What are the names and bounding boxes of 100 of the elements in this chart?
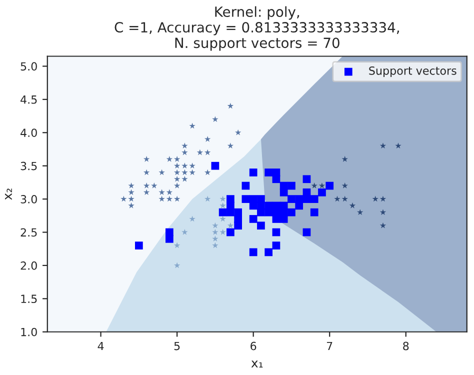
- point: [342, 196, 348, 202]
- point: [220, 228, 226, 235]
- point: [380, 142, 386, 149]
- point: [257, 208, 265, 216]
- point: [143, 189, 150, 196]
- point: [227, 102, 234, 109]
- legend-label: Support vectors: [369, 66, 456, 78]
- point: [342, 156, 348, 162]
- point: [212, 242, 218, 248]
- point: [166, 196, 173, 202]
- point: [280, 188, 288, 196]
- y-tick-label: 5.0: [20, 62, 37, 71]
- point: [182, 228, 188, 235]
- point: [143, 169, 150, 176]
- point: [227, 142, 234, 149]
- point: [211, 162, 220, 170]
- point: [182, 176, 188, 182]
- x-axis-title: x₁: [251, 360, 263, 368]
- point: [226, 208, 234, 216]
- point: [218, 208, 227, 216]
- point: [174, 242, 180, 248]
- point: [380, 209, 386, 215]
- point: [204, 196, 211, 202]
- y-tick-label: 2.5: [20, 228, 37, 237]
- point: [212, 222, 218, 228]
- point: [310, 195, 318, 203]
- point: [120, 196, 127, 202]
- point: [174, 169, 180, 176]
- point: [143, 156, 150, 162]
- point: [242, 195, 250, 203]
- point: [288, 182, 296, 190]
- point: [128, 189, 134, 196]
- x-tick-label: 8: [403, 342, 409, 350]
- point: [189, 122, 196, 129]
- y-tick-label: 3.0: [20, 195, 37, 204]
- point: [226, 228, 234, 236]
- point: [272, 175, 280, 184]
- point: [302, 228, 311, 236]
- point: [220, 202, 226, 208]
- y-tick-label: 4.5: [20, 96, 37, 104]
- point: [182, 149, 188, 156]
- point: [204, 169, 211, 176]
- point: [174, 162, 180, 168]
- y-tick-label: 3.5: [20, 162, 37, 170]
- point: [212, 236, 218, 242]
- point: [302, 175, 311, 184]
- point: [380, 196, 386, 202]
- point: [128, 196, 134, 202]
- point: [212, 116, 218, 122]
- point: [249, 248, 258, 256]
- point: [158, 189, 165, 196]
- chart-title: Kernel: poly, C =1, Accuracy = 0.8133333333333334, N. support vectors = 70: [114, 6, 399, 51]
- point: [234, 222, 242, 230]
- point: [189, 216, 196, 222]
- point: [234, 129, 242, 136]
- y-tick-label: 4.0: [20, 128, 37, 138]
- y-axis-title: x₂: [5, 188, 12, 200]
- point: [174, 182, 180, 188]
- point: [372, 196, 378, 202]
- point: [134, 242, 143, 250]
- point: [310, 208, 318, 216]
- point: [166, 234, 174, 243]
- point: [302, 195, 311, 203]
- point: [288, 208, 296, 216]
- point: [166, 156, 173, 162]
- point: [280, 215, 288, 223]
- point: [249, 202, 258, 210]
- point: [189, 162, 196, 168]
- point: [182, 169, 188, 176]
- point: [326, 182, 334, 190]
- point: [272, 228, 280, 236]
- x-tick-label: 5: [174, 342, 180, 350]
- point: [264, 168, 273, 176]
- point: [249, 215, 258, 223]
- point: [220, 216, 226, 222]
- point: [227, 222, 234, 228]
- point: [349, 202, 356, 208]
- point: [342, 182, 348, 188]
- point: [257, 222, 265, 230]
- point: [174, 262, 180, 268]
- point: [318, 188, 326, 196]
- point: [264, 248, 273, 256]
- point: [220, 196, 226, 202]
- point: [196, 149, 204, 156]
- point: [174, 176, 180, 182]
- y-tick-label: 1.0: [21, 328, 37, 336]
- point: [249, 168, 258, 176]
- point: [272, 215, 280, 223]
- point: [182, 162, 188, 168]
- point: [395, 142, 402, 149]
- x-tick-label: 4: [98, 342, 104, 350]
- point: [182, 142, 188, 149]
- point: [272, 242, 280, 250]
- point: [158, 196, 165, 202]
- point: [174, 196, 180, 202]
- point: [189, 169, 196, 176]
- point: [212, 228, 218, 235]
- point: [204, 149, 211, 156]
- x-tick-label: 6: [250, 342, 256, 350]
- y-tick-label: 2.0: [20, 261, 37, 270]
